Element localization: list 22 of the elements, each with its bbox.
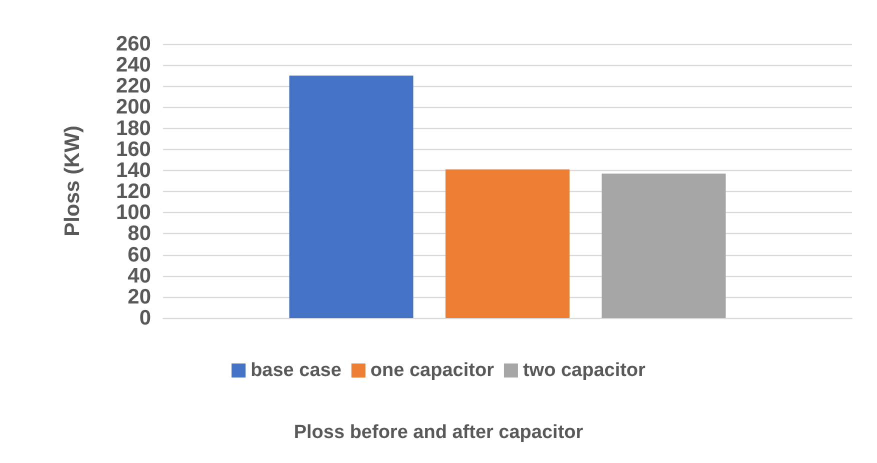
bar (446, 169, 570, 318)
y-tick-label: 0 (139, 306, 151, 330)
y-tick-label: 240 (116, 54, 151, 77)
y-tick-label: 80 (128, 222, 151, 246)
y-axis-title: Ploss (KW) (61, 126, 84, 236)
y-tick-label: 60 (128, 243, 151, 266)
legend-label: two capacitor (522, 360, 646, 381)
bar (602, 174, 726, 318)
bar (289, 76, 414, 318)
y-tick-label: 180 (116, 116, 151, 140)
legend-label: one capacitor (370, 360, 495, 381)
legend-label: base case (250, 360, 342, 381)
y-tick-label: 220 (116, 74, 151, 98)
y-tick-label: 160 (116, 138, 151, 161)
y-tick-label: 200 (116, 96, 151, 119)
text: Ploss before and after capacitor (294, 422, 584, 443)
y-tick-label: 140 (116, 158, 151, 182)
y-tick-label: 100 (116, 201, 151, 224)
y-tick-label: 260 (116, 32, 151, 56)
y-tick-label: 40 (128, 264, 151, 288)
y-tick-label: 120 (116, 180, 151, 204)
y-tick-label: 20 (128, 285, 151, 308)
